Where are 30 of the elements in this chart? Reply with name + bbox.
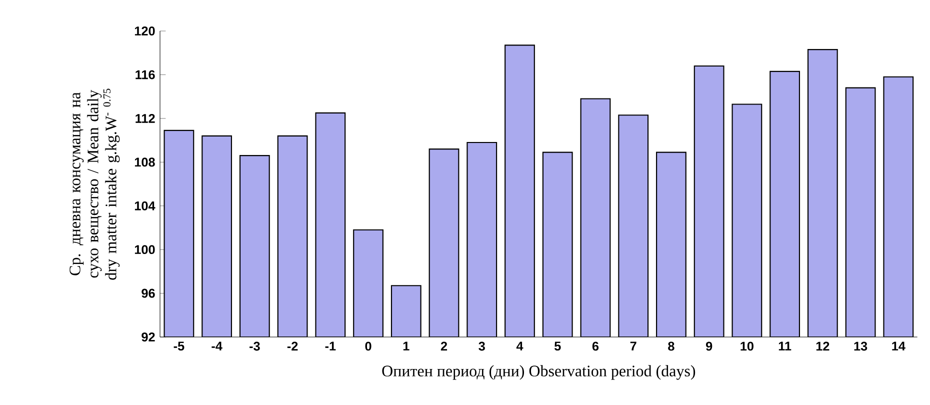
x-axis-title: Опитен период (дни) Observation period (days): [382, 365, 696, 380]
x-tick-label: 13: [854, 342, 868, 351]
x-tick-label: -3: [250, 342, 260, 351]
x-tick-label: 8: [668, 342, 674, 351]
y-tick-label: 120: [134, 26, 155, 36]
x-tick-label: 5: [554, 342, 561, 351]
x-tick-label: 1: [403, 342, 410, 350]
x-tick-label: 10: [740, 342, 754, 351]
y-axis-title: Ср. дневна консумация на сухо вещество / Mean daily dry matter intake g.kg.W$^{- 0.75}$: [70, 88, 120, 280]
x-tick-label: 4: [516, 342, 524, 350]
x-tick-label: 0: [365, 342, 372, 351]
y-tick-label: 108: [134, 158, 155, 167]
y-tick-label: 112: [136, 114, 155, 123]
x-tick-label: 2: [440, 342, 448, 351]
x-tick-label: 6: [592, 342, 599, 351]
x-tick-label: 14: [892, 342, 906, 350]
y-tick-label: 100: [134, 245, 155, 254]
y-tick-label: 92: [142, 332, 155, 342]
y-tick-label: 116: [136, 70, 155, 80]
y-tick-label: 96: [142, 288, 155, 298]
x-tick-label: 12: [816, 342, 830, 351]
x-tick-label: 7: [630, 342, 636, 350]
x-tick-label: -1: [325, 342, 336, 350]
x-tick-label: -5: [174, 342, 184, 351]
x-tick-label: 9: [706, 342, 712, 351]
x-tick-label: 11: [778, 342, 792, 350]
x-tick-label: -2: [287, 342, 298, 351]
x-tick-label: -4: [212, 342, 222, 350]
y-tick-label: 104: [134, 201, 156, 210]
x-tick-label: 3: [478, 342, 485, 351]
